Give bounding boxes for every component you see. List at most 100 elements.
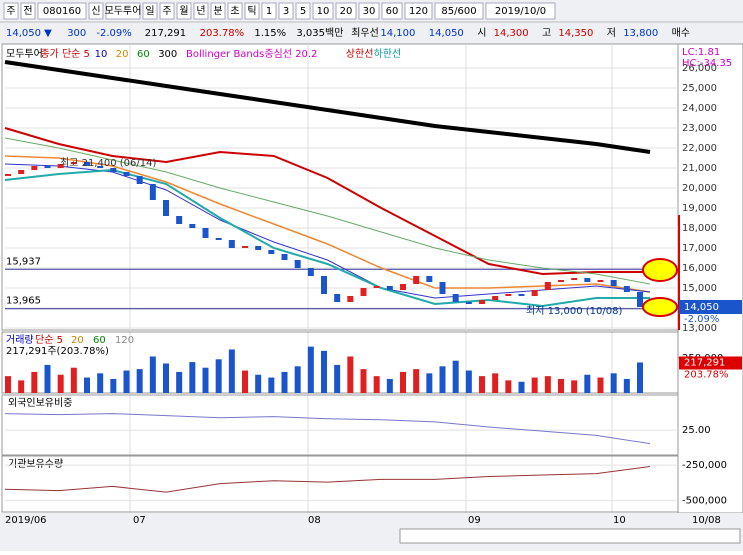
toolbar-text[interactable]: 120 bbox=[409, 6, 428, 17]
candle bbox=[70, 162, 77, 164]
legend-text: 20 bbox=[71, 335, 84, 346]
toolbar-button[interactable] bbox=[404, 2, 433, 20]
toolbar-text[interactable]: 85/600 bbox=[441, 6, 476, 17]
toolbar-text[interactable]: 분 bbox=[213, 5, 222, 17]
toolbar-text[interactable]: 2019/10/0 bbox=[495, 6, 546, 17]
toolbar-button[interactable] bbox=[193, 2, 209, 20]
candle bbox=[465, 302, 472, 304]
toolbar-button[interactable] bbox=[434, 2, 484, 20]
toolbar-text[interactable]: 주 bbox=[6, 6, 15, 17]
toolbar-button[interactable] bbox=[227, 2, 243, 20]
candle bbox=[505, 294, 512, 296]
volume-bar bbox=[255, 374, 262, 393]
toolbar-button[interactable] bbox=[142, 2, 158, 20]
y-tick-label: 25,000 bbox=[682, 83, 717, 94]
toolbar-button[interactable] bbox=[278, 2, 294, 20]
toolbar-button[interactable] bbox=[210, 2, 226, 20]
candle bbox=[479, 300, 485, 304]
last-change: -2.09% bbox=[684, 314, 719, 325]
volume-bar bbox=[623, 378, 630, 393]
y-tick-label: -500,000 bbox=[682, 496, 727, 507]
toolbar-text[interactable]: 주 bbox=[162, 6, 171, 17]
toolbar-button[interactable] bbox=[176, 2, 192, 20]
volume-bar bbox=[531, 377, 538, 393]
legend-text: 10 bbox=[95, 49, 108, 60]
toolbar-button[interactable] bbox=[295, 2, 311, 20]
candle bbox=[57, 164, 64, 168]
ma-line bbox=[4, 155, 651, 293]
candle bbox=[531, 290, 538, 296]
toolbar-button[interactable] bbox=[88, 2, 104, 20]
toolbar-text[interactable]: 모두투어 bbox=[105, 5, 142, 17]
candle bbox=[439, 282, 446, 294]
toolbar-text[interactable]: 신 bbox=[91, 5, 100, 17]
toolbar-button[interactable] bbox=[335, 2, 357, 20]
toolbar-text[interactable]: 년 bbox=[196, 5, 205, 17]
toolbar-text[interactable]: 20 bbox=[340, 6, 353, 17]
toolbar-button[interactable] bbox=[244, 2, 260, 20]
legend-text: 60 bbox=[93, 335, 106, 346]
x-tick-label: 2019/06 bbox=[5, 515, 47, 526]
toolbar-button[interactable] bbox=[381, 2, 403, 20]
toolbar-text[interactable]: 월 bbox=[179, 5, 188, 17]
toolbar-text[interactable]: 5 bbox=[300, 6, 306, 17]
candle bbox=[255, 246, 262, 250]
legend-text: 300 bbox=[158, 49, 177, 60]
candle bbox=[492, 296, 499, 300]
toolbar-button[interactable] bbox=[37, 2, 87, 20]
candle bbox=[149, 184, 156, 200]
toolbar-text[interactable]: 일 bbox=[145, 5, 154, 17]
y-tick-label: 16,000 bbox=[682, 263, 717, 274]
info-text: 매수 bbox=[672, 27, 690, 39]
toolbar-text[interactable]: 틱 bbox=[247, 5, 256, 17]
toolbar-text[interactable]: 전 bbox=[23, 5, 32, 17]
panel-frame bbox=[1, 394, 679, 456]
candle bbox=[84, 162, 90, 166]
volume-bar bbox=[465, 370, 472, 393]
toolbar-button[interactable] bbox=[20, 2, 36, 20]
volume-bar bbox=[426, 373, 433, 393]
candle bbox=[202, 228, 209, 238]
toolbar-text[interactable]: 30 bbox=[363, 6, 376, 17]
toolbar-button[interactable] bbox=[159, 2, 175, 20]
toolbar-button[interactable] bbox=[358, 2, 380, 20]
toolbar-button[interactable] bbox=[485, 2, 556, 20]
y-tick-label: 18,000 bbox=[682, 223, 717, 234]
toolbar-text[interactable]: 1 bbox=[266, 6, 272, 17]
legend-text: 상한선 bbox=[346, 48, 374, 60]
legend-text: 60 bbox=[137, 49, 150, 60]
candle bbox=[44, 166, 51, 168]
volume-bar bbox=[597, 377, 604, 393]
toolbar-text[interactable]: 초 bbox=[230, 5, 239, 17]
toolbar-text[interactable]: 3 bbox=[283, 6, 289, 17]
volume-bar bbox=[268, 377, 275, 393]
toolbar-text[interactable]: 60 bbox=[386, 6, 399, 17]
info-text: 13,800 bbox=[623, 28, 658, 39]
ma-line bbox=[4, 60, 651, 154]
y-tick-label: 25.00 bbox=[682, 425, 711, 436]
volume-bar bbox=[610, 373, 617, 393]
toolbar-button[interactable] bbox=[261, 2, 277, 20]
toolbar-text[interactable]: 10 bbox=[317, 6, 330, 17]
volume-bar bbox=[281, 371, 288, 393]
volume-bar bbox=[18, 380, 25, 393]
highlight bbox=[642, 258, 678, 282]
toolbar-button[interactable] bbox=[3, 2, 19, 20]
candle bbox=[386, 286, 393, 290]
candle bbox=[334, 294, 341, 302]
candle bbox=[136, 176, 143, 184]
toolbar-text[interactable]: 080160 bbox=[43, 6, 81, 17]
y-tick-label: 19,000 bbox=[682, 203, 717, 214]
y-tick-label: 26,000 bbox=[682, 63, 717, 74]
ma-line bbox=[4, 127, 650, 276]
summary: 217,291주(203.78%) bbox=[6, 346, 109, 357]
volume-bar bbox=[31, 371, 38, 393]
toolbar-button[interactable] bbox=[105, 2, 141, 20]
info-text: 저 bbox=[607, 27, 616, 39]
volume-bar bbox=[215, 359, 222, 393]
corner-note: LC:1.81 bbox=[682, 47, 720, 58]
toolbar-button[interactable] bbox=[312, 2, 334, 20]
volume-bar bbox=[202, 367, 209, 393]
scrollbar[interactable] bbox=[399, 528, 741, 544]
volume-bar bbox=[347, 356, 354, 393]
